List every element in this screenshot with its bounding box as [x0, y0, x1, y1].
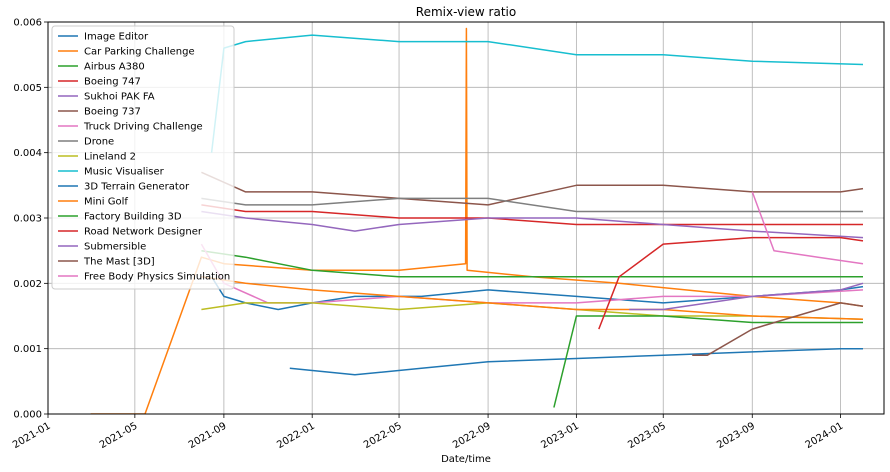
legend-label: Mini Golf	[84, 197, 128, 208]
y-tick-label: 0.003	[13, 214, 42, 225]
legend-box	[51, 25, 235, 290]
legend-label: 3D Terrain Generator	[84, 182, 190, 193]
series-line-9	[210, 34, 864, 153]
series-line-4	[201, 210, 864, 239]
legend-label: Boeing 737	[84, 107, 141, 118]
chart-title: Remix-view ratio	[416, 5, 516, 19]
series-line-11	[201, 276, 864, 321]
legend-label: Music Visualiser	[84, 167, 165, 178]
series-line-12	[553, 315, 863, 408]
legend-label: Airbus A380	[84, 62, 145, 73]
y-tick-label: 0.002	[13, 279, 42, 290]
y-tick-label: 0.005	[13, 83, 42, 94]
series-line-15	[692, 302, 864, 356]
legend-label: Lineland 2	[84, 152, 136, 163]
legend-label: Truck Driving Challenge	[83, 122, 203, 133]
legend-label: Road Network Designer	[84, 227, 203, 238]
legend-label: Car Parking Challenge	[84, 47, 195, 58]
series-line-13	[598, 236, 864, 330]
y-tick-label: 0.000	[13, 410, 42, 421]
y-tick-label: 0.004	[13, 148, 42, 159]
series-line-10	[289, 347, 863, 376]
legend-label: The Mast [3D]	[83, 257, 155, 268]
legend-label: Image Editor	[84, 32, 149, 43]
series-line-14	[629, 282, 864, 311]
legend-label: Free Body Physics Simulation	[84, 272, 230, 283]
y-tick-label: 0.006	[13, 18, 42, 29]
legend-label: Boeing 747	[84, 77, 141, 88]
series-line-2	[201, 249, 863, 278]
series-line-5	[201, 171, 864, 206]
series-line-7	[201, 197, 863, 213]
legend-label: Factory Building 3D	[84, 212, 182, 223]
legend-label: Submersible	[84, 242, 146, 253]
y-tick-label: 0.001	[13, 344, 42, 355]
plot-layer	[90, 27, 864, 414]
x-axis-label: Date/time	[441, 454, 491, 465]
legend: Image Editor Car Parking Challenge Airbus …	[51, 25, 235, 290]
series-line-16	[751, 191, 864, 265]
legend-label: Drone	[84, 137, 114, 148]
legend-label: Sukhoi PAK FA	[84, 92, 155, 103]
